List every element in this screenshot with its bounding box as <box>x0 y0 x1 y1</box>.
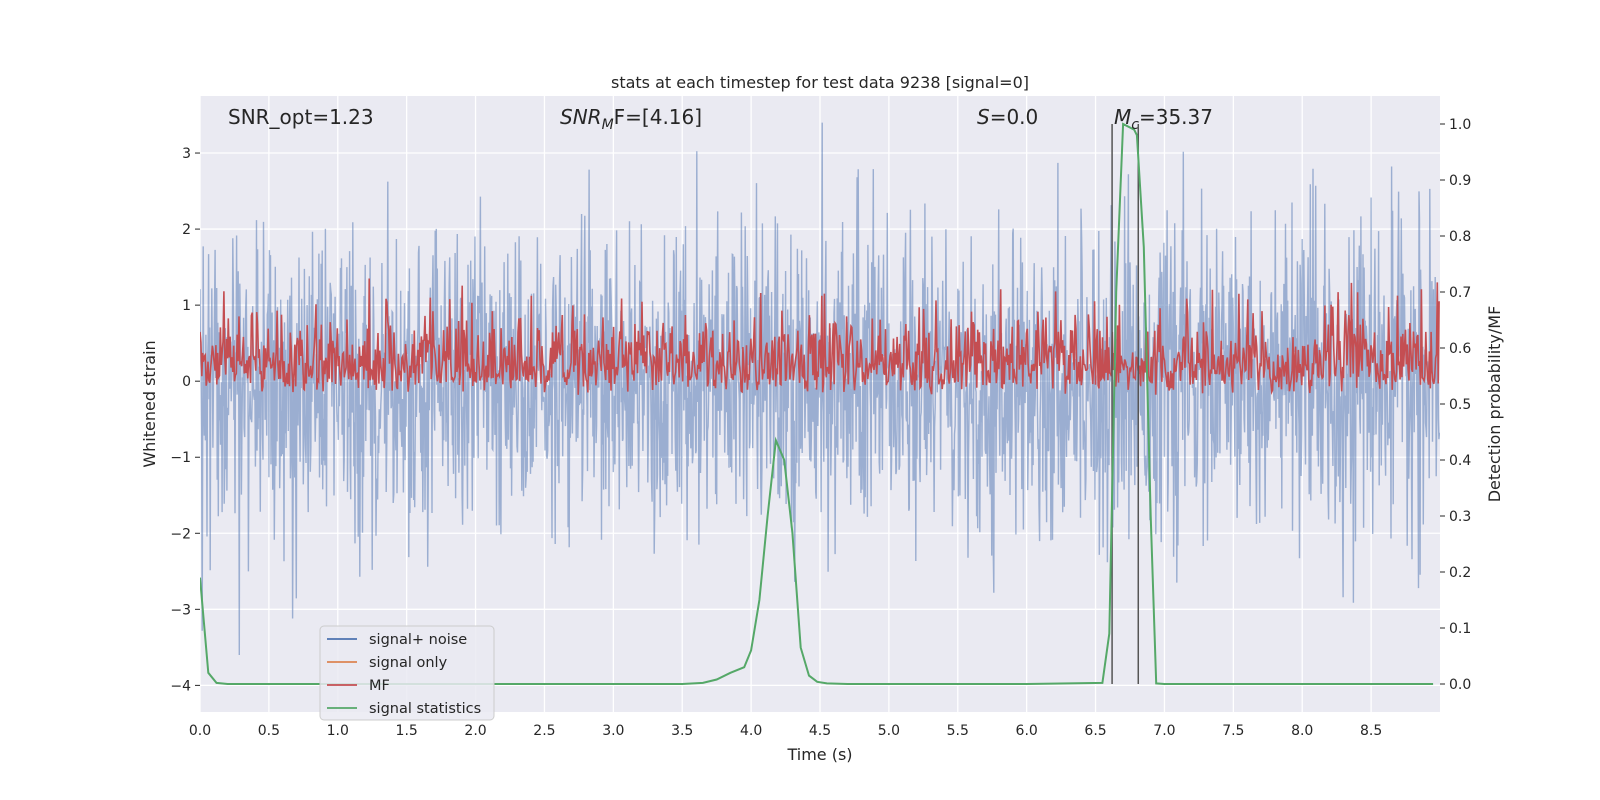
x-tick-label: 7.0 <box>1153 723 1175 739</box>
legend-label-signal-statistics: signal statistics <box>369 701 481 717</box>
legend-label-mf: MF <box>369 678 390 694</box>
x-tick-label: 3.5 <box>671 723 693 739</box>
y-tick-label: −1 <box>170 450 191 466</box>
y-tick-label: 0 <box>182 374 191 390</box>
snr-opt-annotation: SNR_opt=1.23 <box>228 105 374 129</box>
data-layer <box>200 122 1440 685</box>
y-tick-label: −4 <box>170 678 191 694</box>
x-tick-label: 1.0 <box>327 723 349 739</box>
x-tick-label: 7.5 <box>1222 723 1244 739</box>
y-tick-label: 2 <box>182 222 191 238</box>
x-axis-label: Time (s) <box>786 745 852 764</box>
x-tick-label: 0.0 <box>189 723 211 739</box>
y2-tick-label: 0.6 <box>1449 341 1471 357</box>
snr-mf-prefix: SNR <box>560 105 602 129</box>
y-axis-label: Whitened strain <box>140 340 159 467</box>
y2-tick-label: 0.4 <box>1449 453 1471 469</box>
chart-title: stats at each timestep for test data 923… <box>611 73 1029 92</box>
x-tick-label: 4.0 <box>740 723 762 739</box>
y2-tick-label: 0.8 <box>1449 229 1471 245</box>
x-tick-label: 2.5 <box>533 723 555 739</box>
y2-tick-label: 0.0 <box>1449 677 1471 693</box>
legend-label-signal-noise: signal+ noise <box>369 632 467 648</box>
mf-line <box>200 278 1440 395</box>
snr-mf-suffix: F=[4.16] <box>614 105 702 129</box>
y-tick-label: 3 <box>182 146 191 162</box>
x-tick-label: 6.5 <box>1084 723 1106 739</box>
mc-value: =35.37 <box>1139 105 1213 129</box>
x-tick-label: 8.0 <box>1291 723 1313 739</box>
y2-tick-label: 0.9 <box>1449 173 1471 189</box>
s-value: =0.0 <box>990 105 1039 129</box>
s-annotation: S=0.0 <box>977 105 1038 129</box>
snr-mf-annotation: SNRMF=[4.16] <box>560 105 702 133</box>
y2-tick-label: 0.2 <box>1449 565 1471 581</box>
legend: signal+ noise signal only MF signal stat… <box>319 625 495 721</box>
x-tick-label: 1.5 <box>396 723 418 739</box>
y2-tick-label: 0.3 <box>1449 509 1471 525</box>
x-tick-label: 8.5 <box>1360 723 1382 739</box>
legend-frame <box>319 625 495 721</box>
y-tick-label: −2 <box>170 526 191 542</box>
signal-statistics-line <box>200 122 1434 685</box>
x-tick-label: 0.5 <box>258 723 280 739</box>
y2-tick-label: 1.0 <box>1449 117 1471 133</box>
y2-tick-label: 0.1 <box>1449 621 1471 637</box>
x-tick-label: 3.0 <box>602 723 624 739</box>
mc-annotation: Mc=35.37 <box>1114 105 1213 133</box>
y-tick-label: −3 <box>170 602 191 618</box>
tick-layer: 0.0 0.5 1.0 1.5 2.0 2.5 3.0 3.5 4.0 4.5 5.0 5.5 6.0 6… <box>170 117 1471 739</box>
x-tick-label: 4.5 <box>809 723 831 739</box>
y2-tick-label: 0.7 <box>1449 285 1471 301</box>
snr-mf-sub: M <box>602 117 614 133</box>
y2-tick-label: 0.5 <box>1449 397 1471 413</box>
x-tick-label: 2.0 <box>464 723 486 739</box>
s-label: S <box>977 105 990 129</box>
y2-axis-label: Detection probability/MF <box>1485 306 1504 503</box>
mc-sub: c <box>1131 117 1139 133</box>
y-tick-label: 1 <box>182 298 191 314</box>
mc-label: M <box>1114 105 1131 129</box>
x-tick-label: 5.0 <box>878 723 900 739</box>
x-tick-label: 5.5 <box>947 723 969 739</box>
legend-label-signal-only: signal only <box>369 655 448 671</box>
x-tick-label: 6.0 <box>1016 723 1038 739</box>
